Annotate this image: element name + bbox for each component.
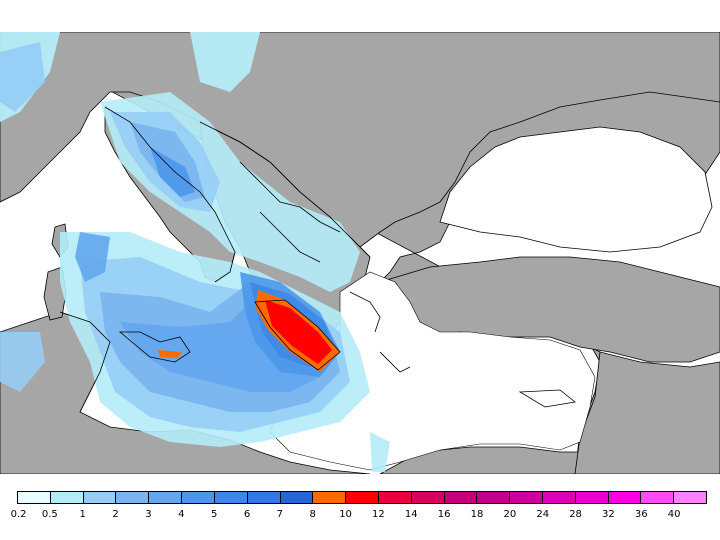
- borders: [59, 106, 576, 413]
- color-legend: 0.2 0.5 1 2 3 4 5 6 7 8 10 12 14 16 18 20 24 28 32 36 40: [11, 491, 707, 531]
- legend-swatch: [608, 492, 642, 503]
- legend-swatch: [247, 492, 281, 503]
- legend-swatches: [17, 491, 707, 504]
- legend-tick-label: 36: [634, 509, 648, 520]
- legend-swatch: [411, 492, 445, 503]
- legend-tick-label: 10: [339, 509, 352, 520]
- legend-swatch: [575, 492, 609, 503]
- legend-swatch: [182, 492, 215, 503]
- legend-tick-label: 2: [112, 509, 119, 520]
- legend-tick-label: 28: [569, 509, 582, 520]
- precipitation-map: [0, 32, 720, 474]
- legend-swatch: [18, 492, 51, 503]
- legend-tick-label: 32: [602, 509, 615, 520]
- legend-swatch: [50, 492, 84, 503]
- legend-swatch: [477, 492, 511, 503]
- legend-swatch: [641, 492, 675, 503]
- legend-swatch: [674, 492, 707, 503]
- legend-swatch: [444, 492, 478, 503]
- legend-tick-label: 0.2: [10, 509, 27, 520]
- legend-tick-label: 5: [210, 509, 218, 520]
- legend-swatch: [313, 492, 347, 503]
- legend-tick-label: 0.5: [41, 509, 58, 520]
- land-levant: [574, 351, 720, 474]
- legend-ticks: 0.2 0.5 1 2 3 4 5 6 7 8 10 12 14 16 18 20 24 28 32 36 40: [11, 504, 707, 524]
- legend-tick-label: 4: [178, 509, 185, 520]
- precip-core-red: [265, 300, 332, 364]
- legend-swatch: [378, 492, 412, 503]
- legend-tick-label: 7: [276, 509, 284, 520]
- legend-swatch: [346, 492, 379, 503]
- legend-swatch: [83, 492, 117, 503]
- legend-swatch: [510, 492, 543, 503]
- legend-swatch: [214, 492, 248, 503]
- legend-tick-label: 18: [470, 509, 484, 520]
- legend-swatch: [149, 492, 183, 503]
- black-sea: [439, 126, 713, 253]
- legend-tick-label: 1: [79, 509, 86, 520]
- legend-tick-label: 16: [437, 509, 451, 520]
- legend-tick-label: 12: [372, 509, 385, 520]
- legend-tick-label: 14: [404, 509, 418, 520]
- legend-tick-label: 8: [309, 509, 316, 520]
- legend-tick-label: 40: [667, 509, 681, 520]
- legend-tick-label: 20: [503, 509, 517, 520]
- legend-swatch: [543, 492, 576, 503]
- legend-swatch: [116, 492, 150, 503]
- legend-tick-label: 3: [145, 509, 152, 520]
- legend-tick-label: 24: [536, 509, 550, 520]
- legend-tick-label: 6: [243, 509, 251, 520]
- legend-swatch: [280, 492, 314, 503]
- precip-small-orange: [158, 350, 182, 358]
